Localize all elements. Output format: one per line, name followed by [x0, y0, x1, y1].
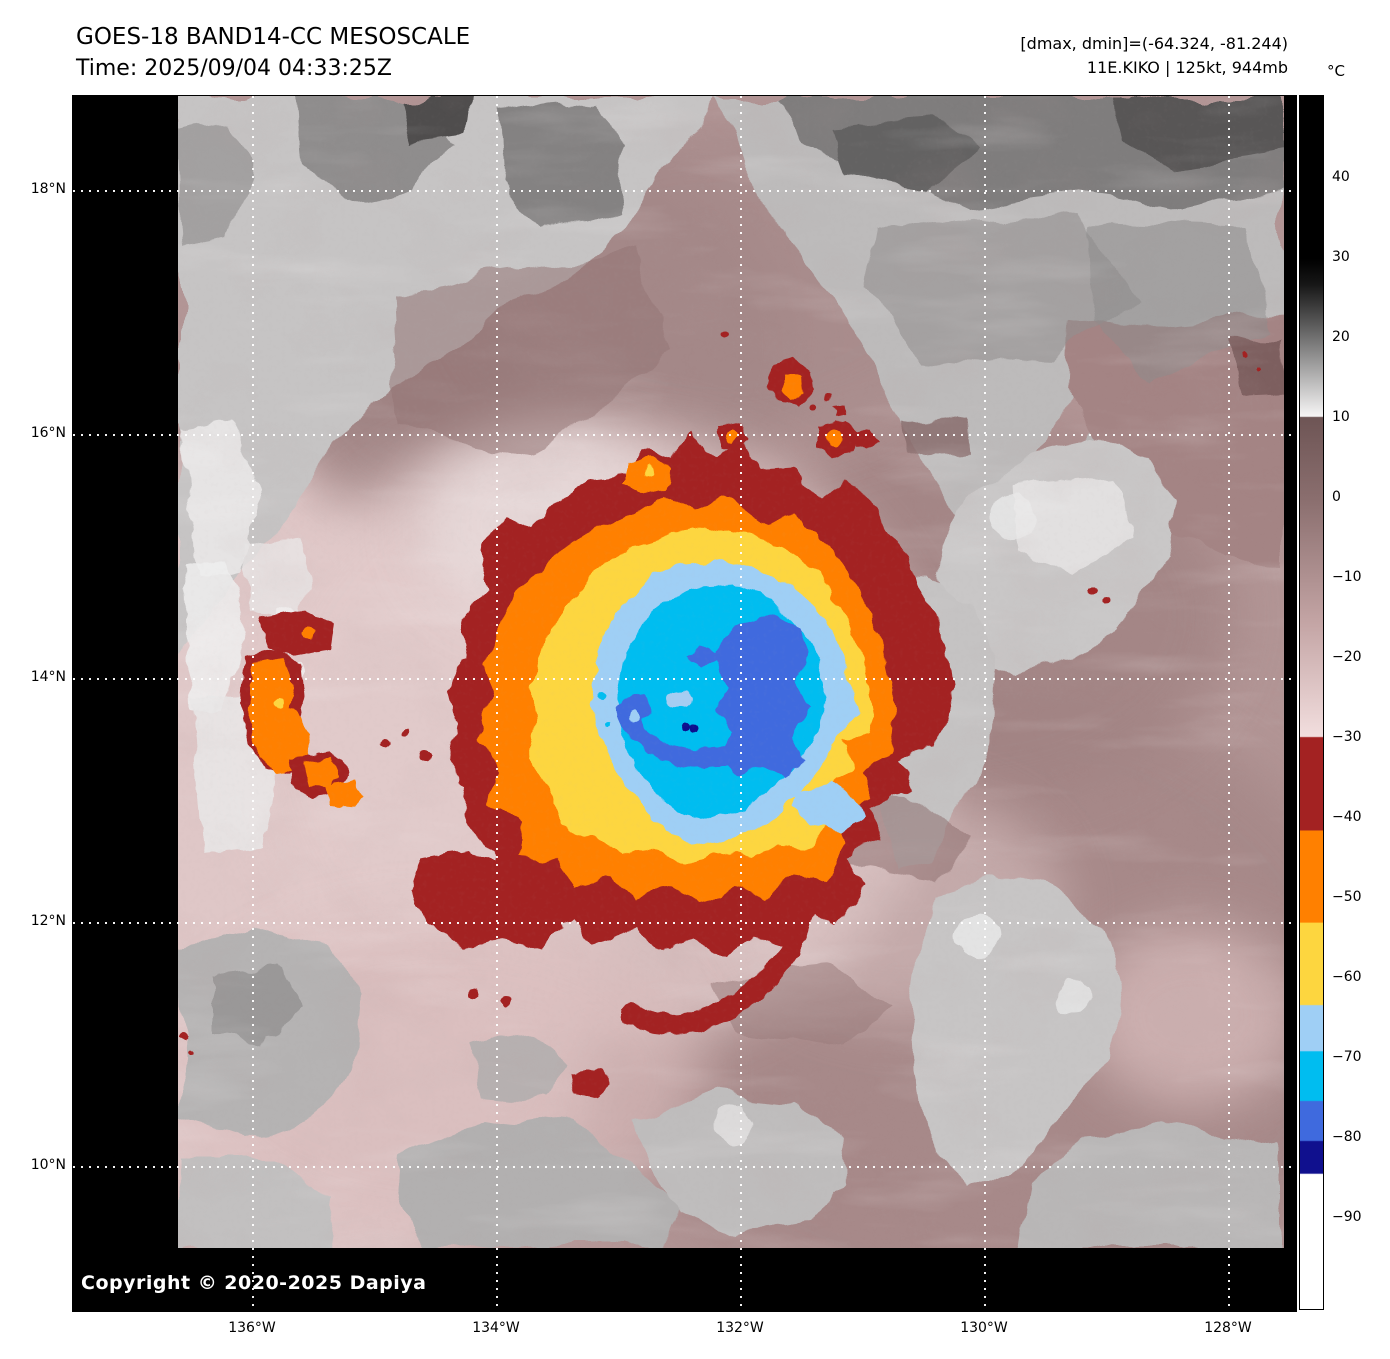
lon-tick-134w: 134°W: [472, 1320, 520, 1336]
colorbar-tick-m70: −70: [1332, 1049, 1362, 1065]
lon-tick-132w: 132°W: [716, 1320, 764, 1336]
colorbar-tick-m40: −40: [1332, 809, 1362, 825]
colorbar-tick-40: 40: [1332, 169, 1350, 185]
colorbar-tick-0: 0: [1332, 489, 1341, 505]
colorbar-tick-20: 20: [1332, 329, 1350, 345]
storm-info-readout: 11E.KIKO | 125kt, 944mb: [1086, 58, 1288, 77]
dmax-dmin-readout: [dmax, dmin]=(-64.324, -81.244): [1020, 34, 1288, 53]
lat-tick-12n: 12°N: [30, 913, 66, 929]
colorbar-tick-m30: −30: [1332, 729, 1362, 745]
lon-tick-130w: 130°W: [960, 1320, 1008, 1336]
lon-tick-128w: 128°W: [1204, 1320, 1252, 1336]
colorbar-tick-m50: −50: [1332, 889, 1362, 905]
colorbar-tick-m10: −10: [1332, 569, 1362, 585]
lat-tick-16n: 16°N: [30, 425, 66, 441]
satellite-image: [73, 96, 1296, 1311]
header-right-block: [dmax, dmin]=(-64.324, -81.244) 11E.KIKO…: [1020, 32, 1288, 80]
page-title: GOES-18 BAND14-CC MESOSCALE: [76, 24, 471, 50]
lat-tick-14n: 14°N: [30, 669, 66, 685]
lat-tick-10n: 10°N: [30, 1157, 66, 1173]
colorbar-tick-m80: −80: [1332, 1129, 1362, 1145]
colorbar-tick-10: 10: [1332, 409, 1350, 425]
copyright-text: Copyright © 2020-2025 Dapiya: [81, 1272, 427, 1294]
lat-tick-18n: 18°N: [30, 181, 66, 197]
map-frame: Copyright © 2020-2025 Dapiya: [72, 95, 1297, 1312]
title-block: GOES-18 BAND14-CC MESOSCALE Time: 2025/0…: [76, 22, 470, 84]
colorbar-tick-m90: −90: [1332, 1209, 1362, 1225]
colorbar-unit-label: °C: [1327, 62, 1345, 80]
timestamp: Time: 2025/09/04 04:33:25Z: [76, 56, 392, 81]
lon-tick-136w: 136°W: [228, 1320, 276, 1336]
colorbar-tick-30: 30: [1332, 249, 1350, 265]
colorbar: [1299, 95, 1324, 1310]
colorbar-tick-m20: −20: [1332, 649, 1362, 665]
colorbar-tick-m60: −60: [1332, 969, 1362, 985]
